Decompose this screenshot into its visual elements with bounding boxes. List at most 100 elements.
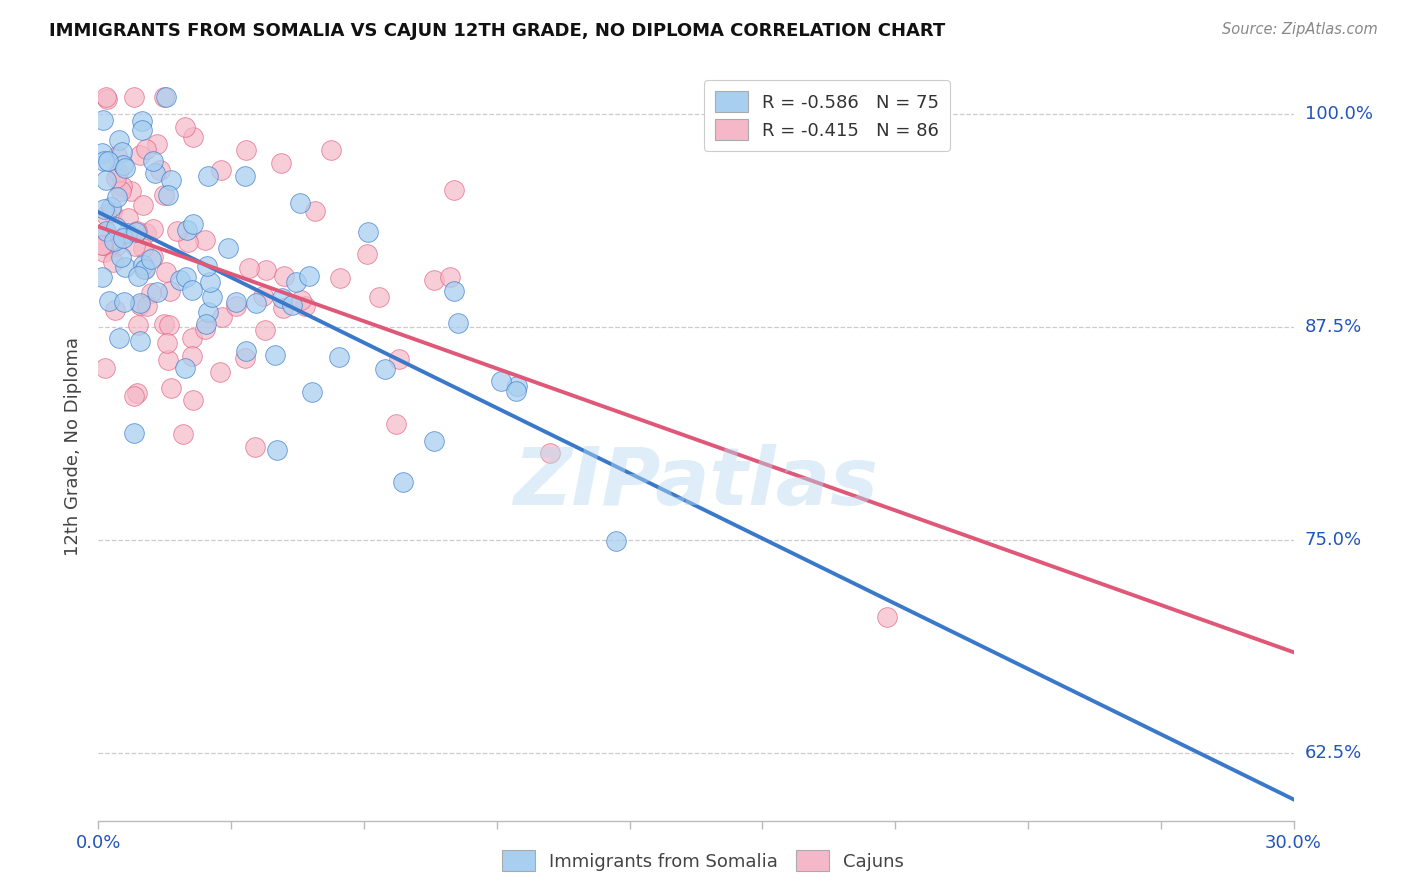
Point: [284, 275, 307, 289]
Point: [101, 205, 124, 219]
Point: [181, 392, 204, 407]
Point: [94, 224, 117, 238]
Point: [157, 353, 180, 368]
Point: [329, 270, 352, 285]
Point: [298, 268, 321, 283]
Point: [132, 258, 155, 272]
Point: [157, 318, 180, 333]
Point: [538, 445, 561, 459]
Point: [273, 269, 295, 284]
Point: [105, 220, 128, 235]
Point: [142, 153, 165, 168]
Point: [374, 362, 396, 376]
Point: [159, 381, 181, 395]
Point: [128, 334, 150, 349]
Point: [114, 260, 136, 275]
Point: [290, 195, 312, 210]
Point: [125, 386, 148, 401]
Point: [443, 183, 465, 197]
Text: ZIPatlas: ZIPatlas: [513, 444, 879, 523]
Point: [423, 273, 446, 287]
Point: [129, 297, 152, 311]
Point: [281, 297, 304, 311]
Point: [156, 188, 179, 202]
Point: [107, 165, 129, 179]
Point: [98, 293, 121, 308]
Point: [110, 185, 132, 199]
Point: [101, 254, 124, 268]
Point: [271, 301, 294, 316]
Point: [128, 296, 150, 310]
Point: [197, 305, 219, 319]
Point: [152, 90, 174, 104]
Point: [172, 427, 194, 442]
Point: [114, 294, 136, 309]
Point: [122, 425, 145, 440]
Point: [194, 317, 217, 331]
Text: IMMIGRANTS FROM SOMALIA VS CAJUN 12TH GRADE, NO DIPLOMA CORRELATION CHART: IMMIGRANTS FROM SOMALIA VS CAJUN 12TH GR…: [49, 22, 945, 40]
Point: [159, 284, 181, 298]
Point: [117, 211, 139, 225]
Point: [135, 299, 157, 313]
Point: [233, 169, 256, 183]
Point: [125, 225, 148, 239]
Point: [104, 302, 127, 317]
Point: [96, 90, 118, 104]
Point: [155, 335, 177, 350]
Point: [131, 114, 153, 128]
Point: [127, 224, 149, 238]
Point: [104, 170, 127, 185]
Text: 75.0%: 75.0%: [1305, 531, 1362, 549]
Point: [139, 286, 162, 301]
Point: [225, 294, 247, 309]
Point: [169, 273, 191, 287]
Point: [235, 143, 257, 157]
Point: [439, 270, 461, 285]
Point: [120, 184, 142, 198]
Text: 87.5%: 87.5%: [1305, 318, 1362, 335]
Point: [155, 90, 177, 104]
Point: [166, 224, 188, 238]
Point: [114, 161, 136, 175]
Point: [96, 92, 118, 106]
Point: [98, 240, 121, 254]
Point: [252, 289, 274, 303]
Point: [91, 270, 114, 285]
Point: [233, 351, 256, 366]
Point: [605, 534, 627, 549]
Point: [447, 317, 470, 331]
Point: [97, 153, 120, 168]
Point: [134, 262, 156, 277]
Point: [304, 204, 326, 219]
Point: [217, 241, 239, 255]
Point: [422, 434, 444, 448]
Point: [160, 172, 183, 186]
Point: [392, 475, 415, 490]
Point: [266, 443, 288, 458]
Point: [100, 200, 122, 214]
Point: [111, 145, 134, 159]
Point: [135, 142, 157, 156]
Point: [238, 260, 260, 275]
Point: [110, 179, 132, 194]
Point: [505, 384, 527, 399]
Text: 62.5%: 62.5%: [1305, 744, 1362, 762]
Point: [270, 155, 292, 169]
Point: [103, 234, 125, 248]
Point: [290, 293, 312, 307]
Point: [173, 360, 195, 375]
Point: [294, 299, 316, 313]
Point: [876, 609, 898, 624]
Point: [146, 285, 169, 299]
Point: [142, 222, 165, 236]
Point: [200, 290, 222, 304]
Text: Source: ZipAtlas.com: Source: ZipAtlas.com: [1222, 22, 1378, 37]
Point: [197, 169, 219, 183]
Point: [253, 323, 276, 337]
Point: [107, 331, 129, 345]
Point: [443, 284, 465, 298]
Point: [385, 417, 408, 432]
Point: [194, 233, 217, 247]
Point: [111, 158, 134, 172]
Point: [93, 202, 115, 217]
